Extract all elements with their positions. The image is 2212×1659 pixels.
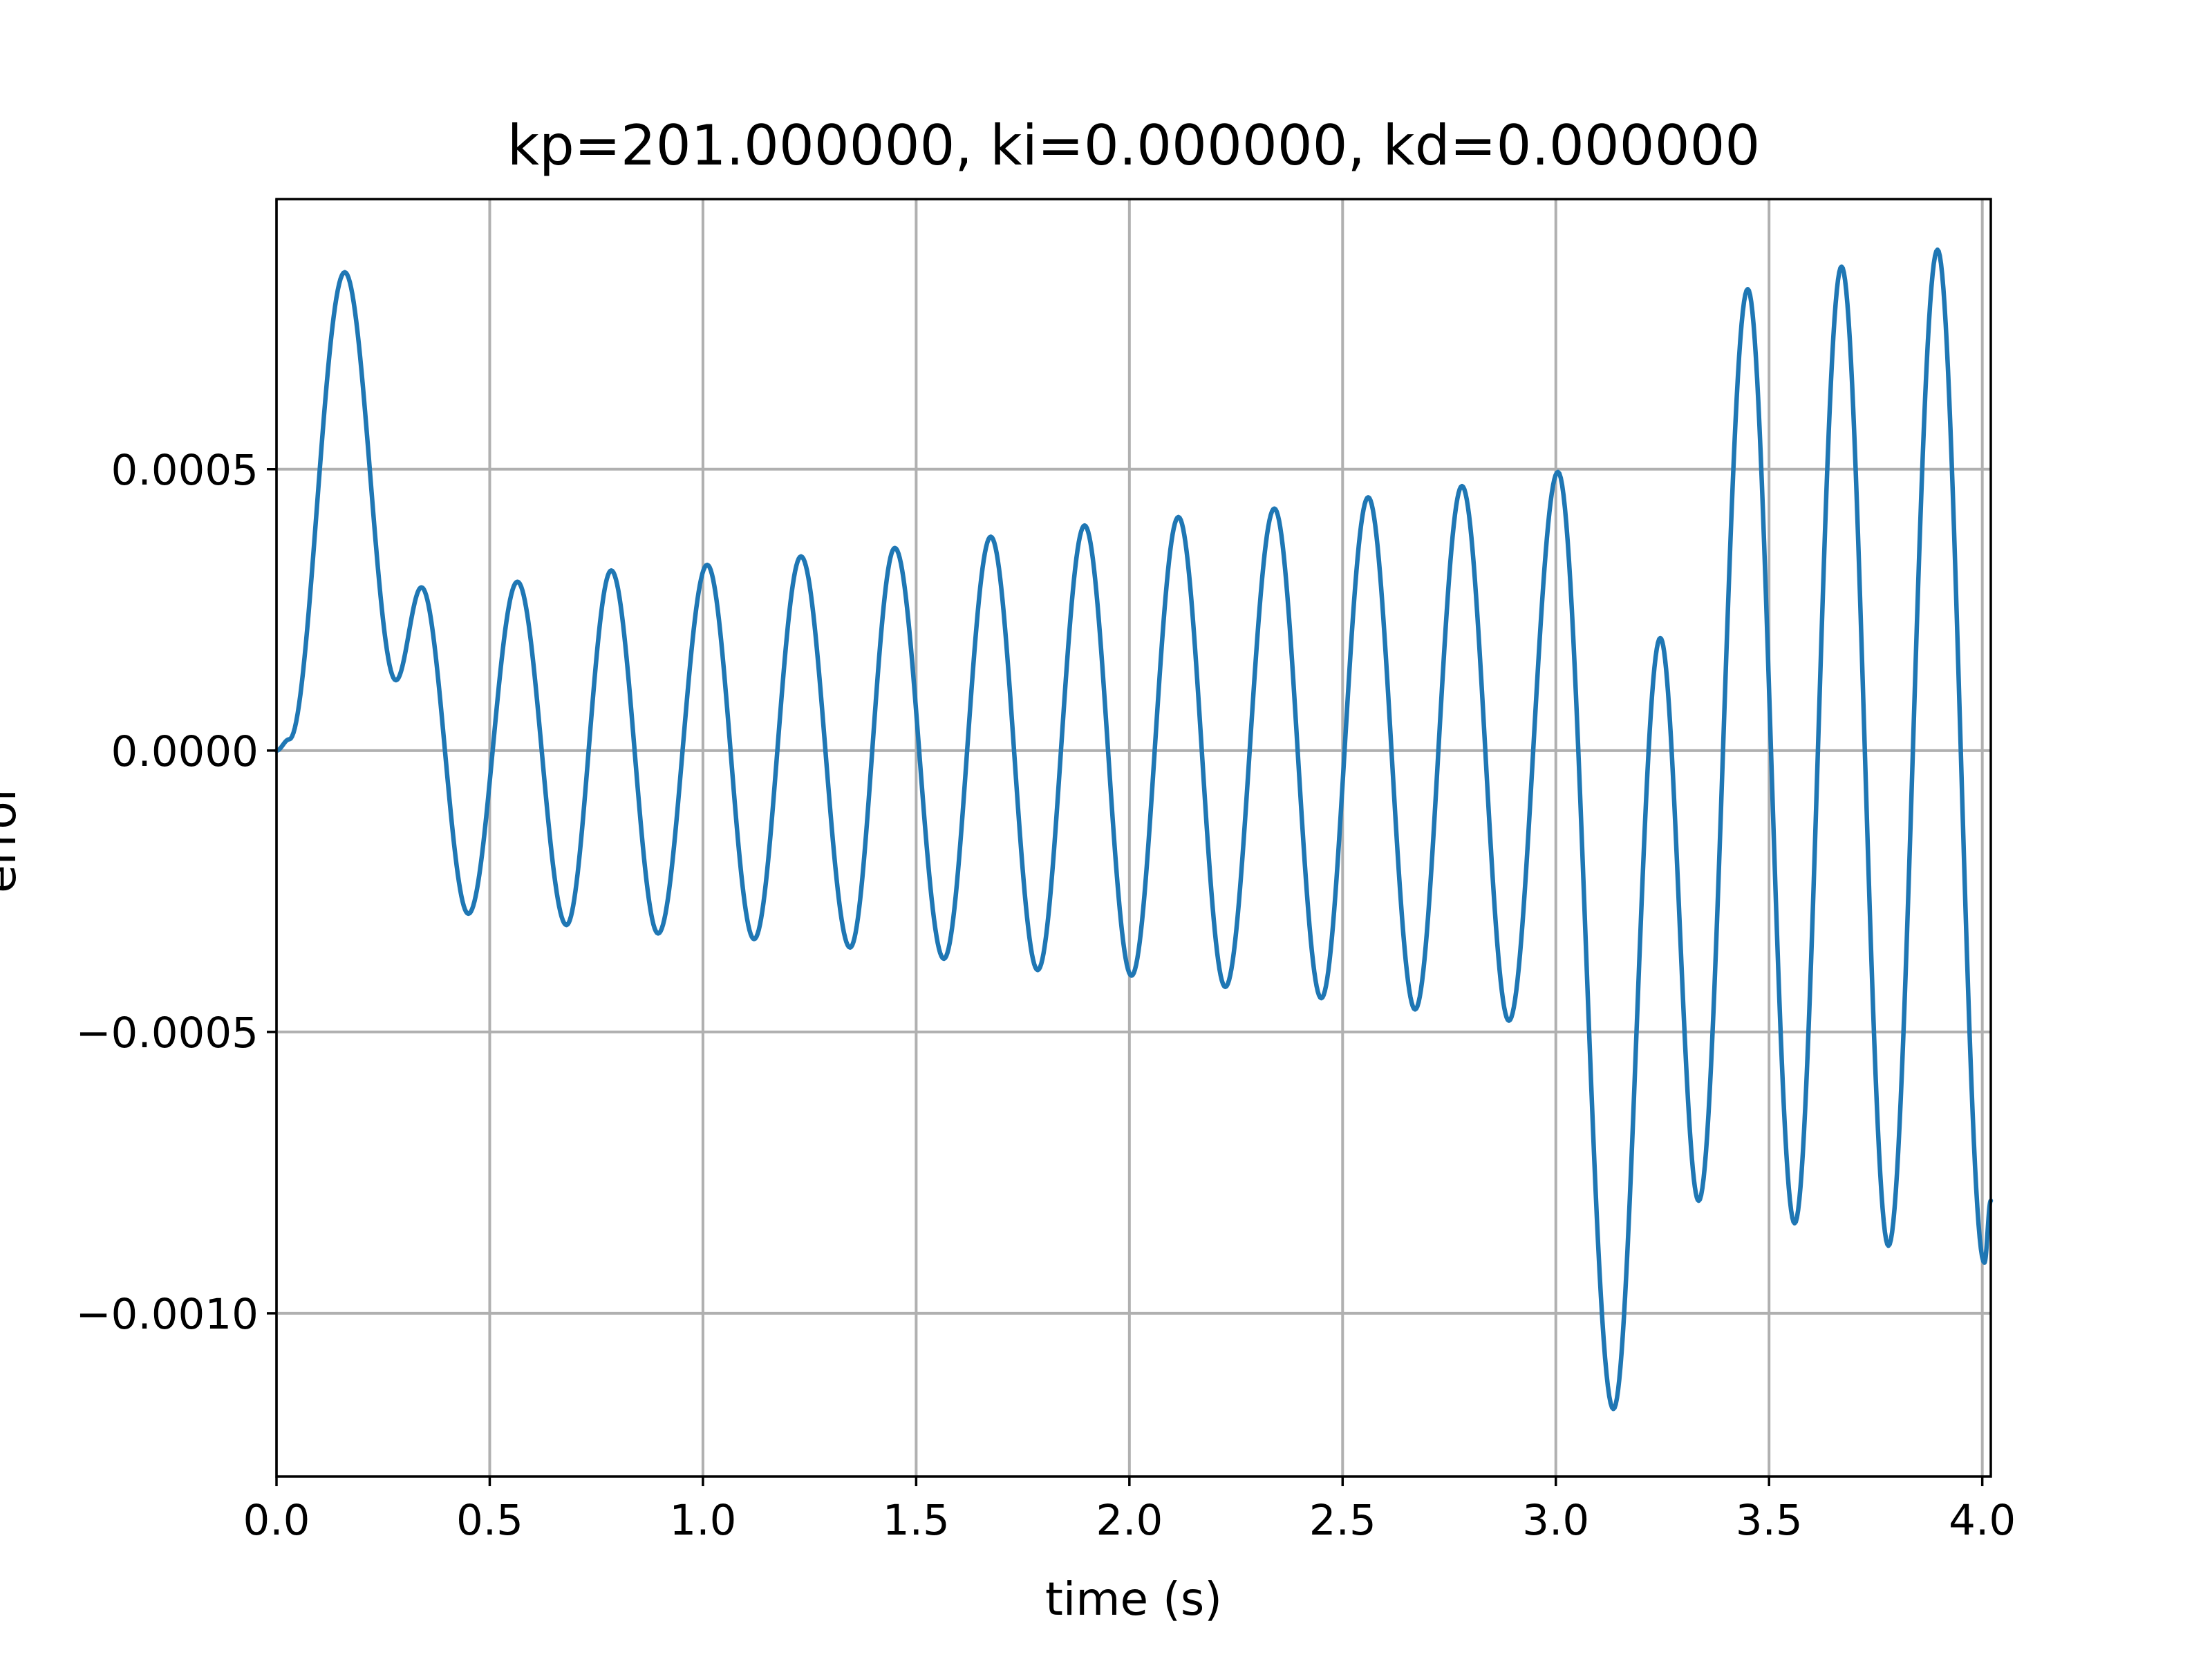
y-tick-label: 0.0005 bbox=[111, 446, 259, 495]
ticks: 0.0 0.5 1.0 1.5 2.0 2.5 3.0 3.5 4.0 0.0005 0.0000 −… bbox=[75, 446, 2016, 1545]
y-tick-label: −0.0005 bbox=[75, 1009, 259, 1058]
chart-title: kp=201.000000, ki=0.000000, kd=0.000000 bbox=[507, 113, 1761, 178]
x-tick-label: 0.0 bbox=[243, 1496, 310, 1545]
series-layer bbox=[274, 247, 1994, 1412]
y-tick-label: 0.0000 bbox=[111, 727, 259, 776]
y-tick-label: −0.0010 bbox=[75, 1290, 259, 1339]
x-tick-label: 4.0 bbox=[1949, 1496, 2016, 1545]
x-axis-label: time (s) bbox=[1045, 1573, 1222, 1626]
x-tick-label: 3.5 bbox=[1736, 1496, 1803, 1545]
x-tick-label: 2.0 bbox=[1096, 1496, 1163, 1545]
y-axis-label: error bbox=[0, 782, 26, 893]
x-tick-label: 1.0 bbox=[669, 1496, 736, 1545]
grid bbox=[275, 199, 1991, 1477]
x-tick-label: 1.5 bbox=[883, 1496, 950, 1545]
x-tick-label: 0.5 bbox=[456, 1496, 523, 1545]
axes-frame bbox=[275, 198, 1992, 1478]
x-tick-label: 3.0 bbox=[1522, 1496, 1589, 1545]
x-tick-label: 2.5 bbox=[1309, 1496, 1376, 1545]
series-line-error bbox=[274, 247, 1994, 1412]
